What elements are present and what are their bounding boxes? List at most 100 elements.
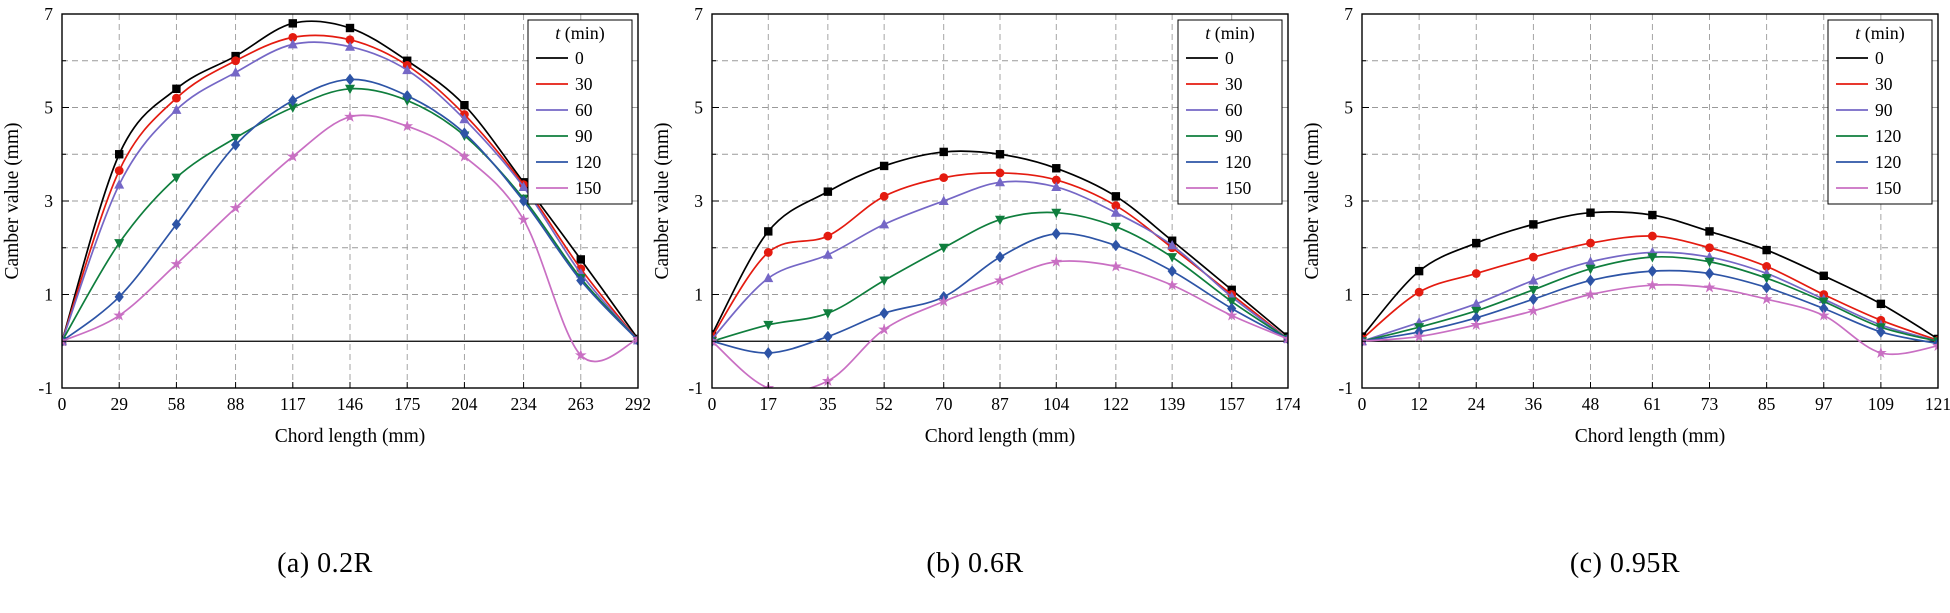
x-tick-label: 52 (875, 394, 893, 414)
legend-label-90: 90 (575, 126, 593, 146)
x-tick-label: 0 (58, 394, 67, 414)
legend-label-90: 90 (1225, 126, 1243, 146)
x-tick-label: 175 (394, 394, 421, 414)
gridlines (1362, 14, 1938, 388)
series-t90-2 (1362, 247, 1938, 346)
series-t30-1 (712, 168, 1288, 344)
legend-title: t (min) (555, 23, 605, 44)
legend-label-150: 150 (1225, 178, 1252, 198)
x-tick-label: 0 (708, 394, 717, 414)
x-tick-label: 263 (568, 394, 595, 414)
y-tick-label: 1 (1344, 285, 1353, 305)
legend-label-30: 30 (1225, 74, 1243, 94)
legend-label-0: 0 (1875, 48, 1884, 68)
legend-title: t (min) (1205, 23, 1255, 44)
y-tick-label: 1 (44, 285, 53, 305)
legend: t (min) 0 30 90 120 120 150 (1827, 19, 1933, 205)
axes: 0 12 24 36 48 61 73 85 97 109 121 -1 1 3 5 7 (1338, 4, 1950, 414)
x-tick-label: 87 (991, 394, 1009, 414)
x-tick-label: 97 (1815, 394, 1833, 414)
caption-b: (b) 0.6R (926, 548, 1024, 579)
x-tick-label: 146 (337, 394, 364, 414)
y-tick-label: 5 (694, 98, 703, 118)
figure-panel-a: 0 29 58 88 117 146 175 204 234 263 292 -1 1 3 5 7 Chord … (0, 0, 650, 613)
y-axis-title: Camber value (mm) (1302, 122, 1323, 279)
x-tick-label: 174 (1275, 394, 1300, 414)
x-tick-label: 48 (1582, 394, 1600, 414)
x-tick-label: 121 (1925, 394, 1950, 414)
x-tick-label: 17 (760, 394, 778, 414)
x-tick-label: 234 (510, 394, 537, 414)
x-tick-label: 85 (1758, 394, 1776, 414)
legend-label-30: 30 (575, 74, 593, 94)
x-tick-label: 73 (1701, 394, 1719, 414)
legend-label-120: 120 (1875, 126, 1902, 146)
y-axis-title: Camber value (mm) (652, 122, 673, 279)
series-group (62, 19, 638, 363)
y-tick-label: 5 (44, 98, 53, 118)
x-tick-label: 104 (1043, 394, 1070, 414)
x-tick-label: 36 (1525, 394, 1543, 414)
x-tick-label: 12 (1410, 394, 1428, 414)
x-tick-label: 109 (1868, 394, 1895, 414)
series-group (1362, 208, 1938, 358)
chart-0.95R: 0 12 24 36 48 61 73 85 97 109 121 -1 1 3 5 7 Chord lengt… (1302, 4, 1950, 447)
x-tick-label: 122 (1103, 394, 1129, 414)
y-tick-label: 3 (694, 191, 703, 211)
legend-label-0: 0 (1225, 48, 1234, 68)
x-tick-label: 0 (1358, 394, 1367, 414)
y-tick-label: 7 (694, 4, 703, 24)
caption-a: (a) 0.2R (277, 548, 373, 579)
legend-label-120: 120 (575, 152, 602, 172)
x-tick-label: 35 (819, 394, 837, 414)
legend-label-150: 150 (1875, 178, 1902, 198)
legend: t (min) 0 30 60 90 120 150 (1177, 19, 1283, 205)
series-t120-4 (62, 73, 638, 348)
y-tick-label: 3 (1344, 191, 1353, 211)
legend-title: t (min) (1855, 23, 1905, 44)
y-axis-title: Camber value (mm) (2, 122, 23, 279)
series-t30-1 (1362, 231, 1938, 345)
legend-label-0: 0 (575, 48, 584, 68)
x-tick-label: 204 (451, 394, 478, 414)
legend-label-30: 30 (1875, 74, 1893, 94)
y-tick-label: -1 (1338, 378, 1353, 398)
x-tick-label: 29 (110, 394, 128, 414)
x-tick-label: 139 (1159, 394, 1186, 414)
legend-label-90: 90 (1875, 100, 1893, 120)
series-t0-0 (1362, 208, 1938, 344)
figure-panel-b: 0 17 35 52 70 87 104 122 139 157 174 -1 1 3 5 7 Chord le… (650, 0, 1300, 613)
legend: t (min) 0 30 60 90 120 150 (527, 19, 633, 205)
chart-0.2R: 0 29 58 88 117 146 175 204 234 263 292 -1 1 3 5 7 Chord … (2, 4, 650, 447)
x-axis-title: Chord length (mm) (925, 426, 1076, 447)
x-tick-label: 117 (280, 394, 306, 414)
y-tick-label: 7 (44, 4, 53, 24)
y-tick-label: 1 (694, 285, 703, 305)
x-tick-label: 61 (1644, 394, 1662, 414)
x-tick-label: 58 (168, 394, 186, 414)
series-t150-5 (62, 110, 638, 363)
legend-label-120: 120 (1225, 152, 1252, 172)
legend-label-60: 60 (1225, 100, 1243, 120)
y-tick-label: -1 (688, 378, 703, 398)
figure-panel-c: 0 12 24 36 48 61 73 85 97 109 121 -1 1 3 5 7 Chord lengt… (1300, 0, 1950, 613)
x-axis-title: Chord length (mm) (275, 426, 426, 447)
axes: 0 29 58 88 117 146 175 204 234 263 292 -1 1 3 5 7 (38, 4, 650, 414)
y-tick-label: 7 (1344, 4, 1353, 24)
y-tick-label: 5 (1344, 98, 1353, 118)
y-tick-label: -1 (38, 378, 53, 398)
x-tick-label: 157 (1219, 394, 1246, 414)
legend-label-120: 120 (1875, 152, 1902, 172)
y-tick-label: 3 (44, 191, 53, 211)
x-tick-label: 292 (625, 394, 650, 414)
legend-label-60: 60 (575, 100, 593, 120)
x-tick-label: 24 (1467, 394, 1485, 414)
x-tick-label: 88 (227, 394, 245, 414)
series-t150-5 (712, 255, 1288, 388)
x-axis-title: Chord length (mm) (1575, 426, 1726, 447)
legend-label-150: 150 (575, 178, 602, 198)
series-group (712, 147, 1288, 388)
